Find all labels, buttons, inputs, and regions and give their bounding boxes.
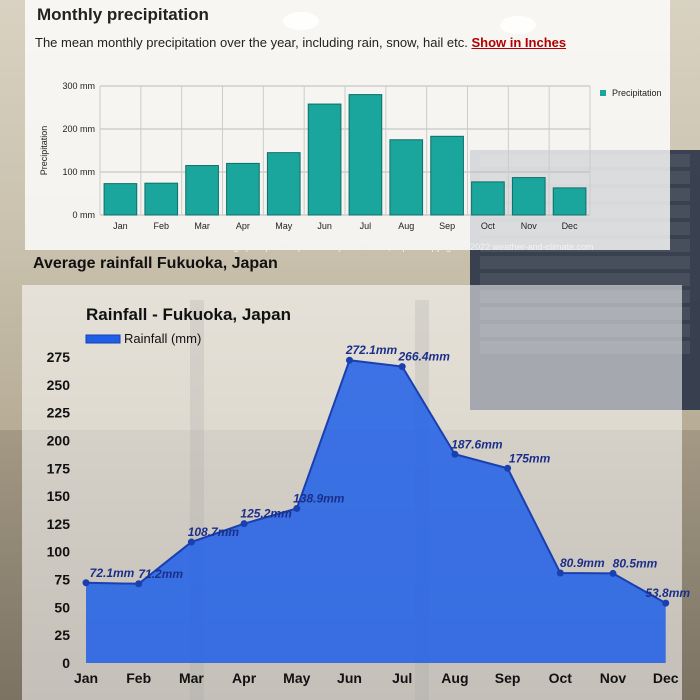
y-tick-label: 175 [47,460,71,476]
legend-label: Precipitation [612,88,662,98]
rainfall-line [85,359,667,605]
y-tick-label: 125 [47,516,71,532]
x-tick-label: Aug [441,670,468,686]
precipitation-bar [144,182,179,216]
x-tick-label: Feb [126,670,151,686]
data-label: 266.4mm [398,350,451,364]
y-tick-label: 100 [47,544,71,560]
precipitation-bar [266,152,301,216]
show-in-inches-link[interactable]: Show in Inches [471,35,567,50]
x-tick-label: Dec [562,221,579,231]
data-point [135,580,143,588]
data-point [293,504,301,512]
precipitation-bar [103,183,138,216]
data-label: 187.6mm [451,437,503,451]
y-tick-label: 50 [54,599,70,615]
precipitation-bar [226,162,260,216]
y-tick-label: 150 [47,488,71,504]
x-tick-label: Jan [74,670,98,686]
precipitation-bar [348,94,383,216]
data-label: 53.8mm [645,586,690,600]
precipitation-bar [430,135,464,216]
x-tick-label: Mar [179,670,204,686]
data-point [82,579,90,587]
x-tick-label: Sep [495,670,521,686]
precipitation-bar [511,177,546,216]
y-tick-label: 275 [47,349,71,365]
legend-swatch [600,90,606,96]
data-point [662,599,670,607]
data-label: 71.2mm [138,567,183,581]
y-tick-label: 25 [54,627,70,643]
x-tick-label: Jun [337,670,362,686]
precipitation-bar-chart: 0 mm 100 mm 200 mm 300 mm Jan Feb Mar Apr May Jun… [39,81,662,231]
section-heading: Average rainfall Fukuoka, Japan [33,255,278,272]
precipitation-bar [185,165,219,216]
x-tick-label: Apr [232,670,257,686]
data-point [504,464,512,472]
x-tick-label: May [275,221,293,231]
y-tick-label: 225 [47,405,71,421]
precipitation-bar [471,181,505,216]
x-tick-label: Dec [653,670,679,686]
rainfall-area [86,360,666,663]
data-point [346,356,353,364]
y-tick-label: 75 [54,572,70,588]
x-tick-label: Nov [600,670,627,686]
precipitation-bar [552,187,587,216]
y-tick-label: 0 [62,655,70,671]
data-label: 80.5mm [613,556,658,570]
precipitation-bar [389,139,424,216]
x-tick-label: Mar [194,221,210,231]
data-point [556,569,564,577]
y-axis-label: Precipitation [39,126,49,176]
y-tick-label: 0 mm [73,210,96,220]
panel-title: Monthly precipitation [37,5,209,24]
x-tick-label: Oct [549,670,573,686]
legend-swatch [85,334,121,344]
description-text: The mean monthly precipitation over the … [35,35,468,50]
data-point [240,520,248,528]
x-tick-label: Jul [392,670,412,686]
x-tick-label: Jun [317,221,332,231]
data-label: 272.1mm [345,343,398,357]
x-tick-label: Jul [360,221,372,231]
data-label: 175mm [509,451,551,465]
y-tick-label: 100 mm [62,167,95,177]
data-point [609,569,617,577]
x-tick-label: May [283,670,310,686]
data-label: 125.2mm [240,507,292,521]
chart-caption: Average precipitation (rain/snow) in Fuk… [210,242,594,252]
data-label: 138.9mm [293,491,345,505]
x-tick-label: Apr [236,221,250,231]
data-label: 108.7mm [188,525,240,539]
x-tick-label: Sep [439,221,455,231]
x-tick-label: Nov [521,221,538,231]
x-tick-label: Jan [113,221,128,231]
y-tick-label: 250 [47,377,71,393]
y-tick-label: 200 [47,432,71,448]
rainfall-area-chart: Rainfall - Fukuoka, Japan Rainfall (mm) 0 2… [47,305,691,686]
y-tick-label: 300 mm [62,81,95,91]
data-point [451,450,459,458]
data-label: 72.1mm [90,566,135,580]
panel-description: The mean monthly precipitation over the … [35,35,566,50]
data-label: 80.9mm [560,556,605,570]
y-tick-label: 200 mm [62,124,95,134]
x-tick-label: Feb [153,221,169,231]
legend-label: Rainfall (mm) [124,331,201,346]
x-tick-label: Oct [481,221,496,231]
x-tick-label: Aug [398,221,414,231]
data-point [187,538,195,546]
chart-title: Rainfall - Fukuoka, Japan [86,305,291,324]
data-point [398,363,406,371]
precipitation-bar [307,103,342,216]
